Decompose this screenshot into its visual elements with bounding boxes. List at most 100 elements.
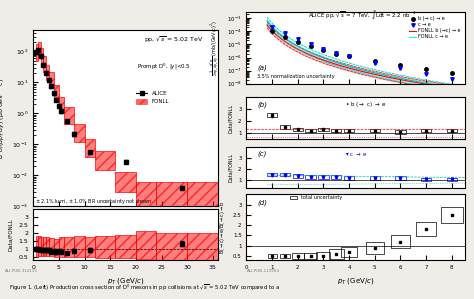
Bar [36, 237, 38, 257]
Bar [370, 176, 380, 180]
Bar [187, 182, 218, 206]
Bar [187, 182, 218, 206]
Bar [64, 107, 74, 124]
Bar [136, 231, 156, 259]
Bar [156, 233, 187, 260]
Bar [48, 72, 54, 87]
Bar [156, 182, 187, 206]
Bar [46, 65, 48, 80]
Bar [46, 237, 48, 256]
Bar [84, 139, 95, 157]
Bar [341, 247, 357, 257]
Text: ALI-PUB-113564: ALI-PUB-113564 [246, 269, 280, 273]
Bar [136, 182, 156, 206]
Bar [38, 42, 41, 58]
Bar [41, 48, 44, 64]
Bar [74, 236, 84, 257]
Bar [136, 231, 156, 259]
Bar [84, 237, 95, 257]
Bar [48, 72, 54, 87]
Bar [280, 173, 290, 176]
Bar [95, 151, 115, 170]
Text: Figure 1. (Left) Production cross section of D$^0$ mesons in pp collisions at $\: Figure 1. (Left) Production cross sectio… [9, 283, 281, 293]
Bar [187, 233, 218, 260]
Bar [331, 175, 341, 179]
Bar [395, 130, 406, 134]
Legend: ALICE, FONLL: ALICE, FONLL [134, 89, 172, 106]
Bar [316, 252, 330, 260]
Bar [59, 97, 64, 113]
Bar [38, 236, 41, 256]
Bar [54, 86, 59, 101]
Bar [187, 233, 218, 260]
Bar [421, 178, 431, 181]
Bar [292, 128, 303, 131]
Bar [74, 236, 84, 257]
Y-axis label: $\frac{1}{2\pi p_T}\frac{d^2\sigma}{dp_T dy}$ (mb/(GeV/c)$^2$): $\frac{1}{2\pi p_T}\frac{d^2\sigma}{dp_T… [209, 20, 221, 76]
Text: $\pm$ 2.1% lumi, $\pm$ 1.0% BR uncertainty not shown: $\pm$ 2.1% lumi, $\pm$ 1.0% BR uncertain… [35, 197, 153, 206]
Bar [136, 182, 156, 206]
Y-axis label: B($\rightarrow$c)$\rightarrow$e/B($\rightarrow$c)$\rightarrow$b: B($\rightarrow$c)$\rightarrow$e/B($\righ… [219, 201, 228, 254]
X-axis label: $p_T$ (GeV/$c$): $p_T$ (GeV/$c$) [107, 276, 145, 286]
Text: (c): (c) [257, 151, 267, 157]
Bar [319, 128, 328, 131]
Bar [64, 237, 74, 257]
Bar [95, 236, 115, 258]
Bar [267, 113, 277, 117]
Bar [59, 97, 64, 113]
Text: $\bullet$ b ($\rightarrow$ c) $\rightarrow$ e: $\bullet$ b ($\rightarrow$ c) $\rightarr… [345, 100, 386, 109]
Text: ALICE pp, $\sqrt{s}$ = 7 TeV, $\int$Ldt = 2.2 nb$^{-1}$: ALICE pp, $\sqrt{s}$ = 7 TeV, $\int$Ldt … [308, 8, 416, 21]
Bar [292, 253, 303, 259]
Bar [46, 237, 48, 256]
Bar [44, 56, 46, 72]
Bar [54, 86, 59, 101]
Y-axis label: $d^2\sigma/(dp_T\,dy)$ ($\mu$b GeV$^{-1}$ c): $d^2\sigma/(dp_T\,dy)$ ($\mu$b GeV$^{-1}… [0, 78, 7, 158]
Text: Prompt D$^0$, |y|<0.5: Prompt D$^0$, |y|<0.5 [137, 62, 191, 72]
Bar [441, 207, 463, 223]
Bar [59, 237, 64, 257]
Bar [344, 176, 354, 180]
Bar [319, 175, 328, 179]
Bar [44, 237, 46, 256]
Text: pp, $\sqrt{s}$ = 5.02 TeV: pp, $\sqrt{s}$ = 5.02 TeV [144, 35, 204, 45]
Bar [305, 129, 316, 132]
Bar [391, 235, 410, 248]
Bar [54, 239, 59, 257]
Bar [74, 124, 84, 142]
Bar [38, 42, 41, 58]
Bar [44, 56, 46, 72]
Legend: total uncertainty: total uncertainty [288, 193, 345, 202]
Bar [36, 45, 38, 61]
Bar [59, 237, 64, 257]
Bar [48, 238, 54, 256]
Y-axis label: Data/FONLL: Data/FONLL [8, 218, 13, 251]
Bar [304, 253, 317, 260]
Text: (d): (d) [257, 199, 267, 206]
Bar [421, 129, 431, 132]
Bar [95, 236, 115, 258]
Bar [268, 254, 277, 257]
Y-axis label: Data/FONLL: Data/FONLL [228, 103, 233, 133]
Text: (a): (a) [257, 64, 267, 71]
Bar [95, 151, 115, 170]
Bar [331, 129, 341, 132]
Bar [366, 242, 384, 254]
Text: (b): (b) [257, 101, 267, 108]
Bar [64, 107, 74, 124]
Bar [64, 237, 74, 257]
Bar [41, 48, 44, 64]
Bar [38, 236, 41, 256]
Bar [84, 139, 95, 157]
Bar [292, 174, 303, 178]
Bar [115, 235, 136, 258]
Bar [156, 182, 187, 206]
Bar [48, 238, 54, 256]
Bar [84, 237, 95, 257]
Bar [156, 233, 187, 260]
Bar [46, 65, 48, 80]
Y-axis label: Data/FONLL: Data/FONLL [228, 153, 233, 182]
Bar [447, 129, 457, 132]
Bar [36, 45, 38, 61]
Bar [395, 176, 406, 180]
Bar [370, 129, 380, 132]
